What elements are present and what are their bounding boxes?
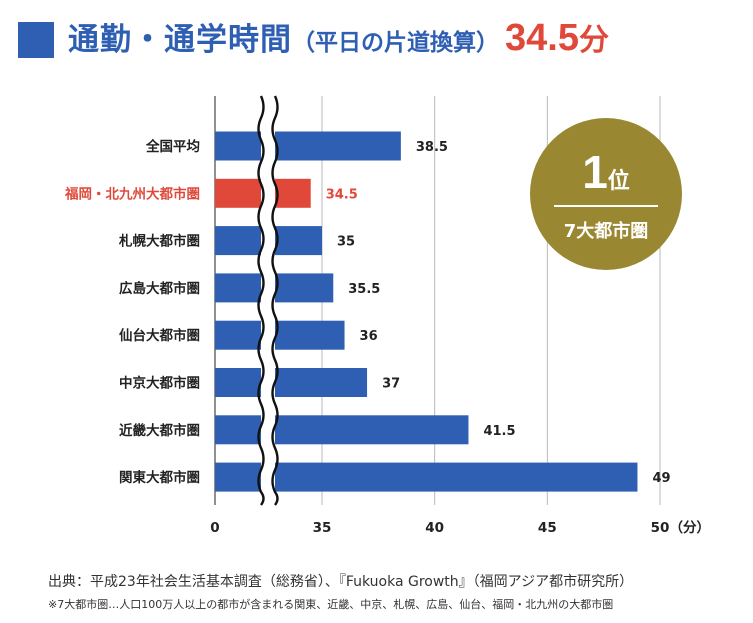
tick-label: 0 xyxy=(210,520,219,536)
note-text: ※7大都市圏…人口100万人以上の都市が含まれる関東、近畿、中京、札幌、広島、仙… xyxy=(48,598,614,611)
header-square-icon xyxy=(18,22,54,58)
bar xyxy=(215,462,638,492)
data-label: 35.5 xyxy=(348,282,380,297)
data-label: 49 xyxy=(652,471,670,486)
category-label: 広島大都市圏 xyxy=(119,280,200,297)
tick-label: 50 xyxy=(651,520,670,536)
rank-badge: 1 位 7大都市圏 xyxy=(530,118,682,270)
axis-break-line xyxy=(271,95,279,506)
headline-value: 34.5 xyxy=(505,17,579,59)
rank-line: 1 位 xyxy=(582,145,630,199)
tick-label: 35 xyxy=(313,520,332,536)
bar xyxy=(215,415,469,445)
category-label: 札幌大都市圏 xyxy=(118,233,200,250)
bar xyxy=(215,131,401,161)
badge-subtitle: 7大都市圏 xyxy=(563,221,649,242)
category-label: 近畿大都市圏 xyxy=(119,422,200,439)
category-label: 関東大都市圏 xyxy=(119,469,200,486)
data-label: 36 xyxy=(360,329,378,344)
rank-number: 1 xyxy=(582,146,608,198)
axis-unit-label: （分） xyxy=(670,520,711,536)
data-label: 38.5 xyxy=(416,140,448,155)
category-label: 福岡・北九州大都市圏 xyxy=(64,185,200,202)
badge-divider xyxy=(554,205,658,207)
axis-break-line xyxy=(257,95,265,506)
axis-break-gap xyxy=(261,96,275,505)
tick-label: 45 xyxy=(538,520,557,536)
data-label: 35 xyxy=(337,235,355,250)
chart-header: 通勤・通学時間 （平日の片道換算） 34.5 分 xyxy=(18,14,609,66)
headline-unit: 分 xyxy=(578,23,609,58)
category-label: 仙台大都市圏 xyxy=(119,327,200,344)
data-label: 41.5 xyxy=(483,424,515,439)
data-label: 37 xyxy=(382,377,400,392)
data-label: 34.5 xyxy=(326,187,358,202)
category-label: 全国平均 xyxy=(145,138,200,155)
bar-chart: 全国平均 38.5 福岡・北九州大都市圏 34.5 札幌大都市圏 35 広島大都市圏 35.5… xyxy=(64,95,711,536)
bar xyxy=(215,368,368,397)
chart-subtitle: （平日の片道換算） xyxy=(292,30,499,56)
source-text: 出典：平成23年社会生活基本調査（総務省）、『Fukuoka Growth』（福… xyxy=(48,574,634,590)
bar xyxy=(215,320,345,350)
category-label: 中京大都市圏 xyxy=(119,375,200,392)
tick-label: 40 xyxy=(425,520,444,536)
chart-title: 通勤・通学時間 xyxy=(68,22,292,58)
rank-suffix: 位 xyxy=(607,169,630,194)
